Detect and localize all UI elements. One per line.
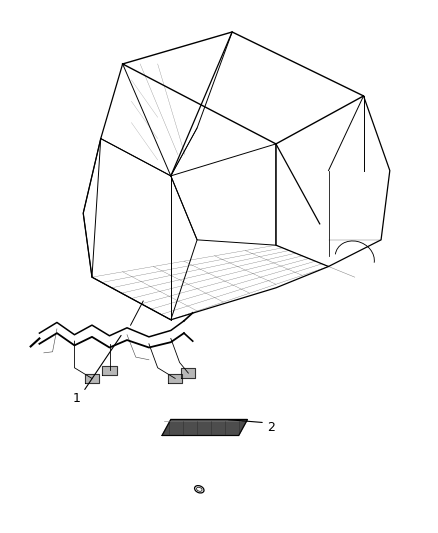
- Polygon shape: [168, 374, 182, 383]
- Ellipse shape: [194, 486, 204, 493]
- Ellipse shape: [197, 487, 202, 491]
- Text: 2: 2: [267, 422, 275, 434]
- Polygon shape: [85, 374, 99, 383]
- Polygon shape: [102, 366, 117, 375]
- Polygon shape: [162, 419, 247, 435]
- Text: 1: 1: [73, 392, 81, 405]
- Polygon shape: [181, 368, 195, 378]
